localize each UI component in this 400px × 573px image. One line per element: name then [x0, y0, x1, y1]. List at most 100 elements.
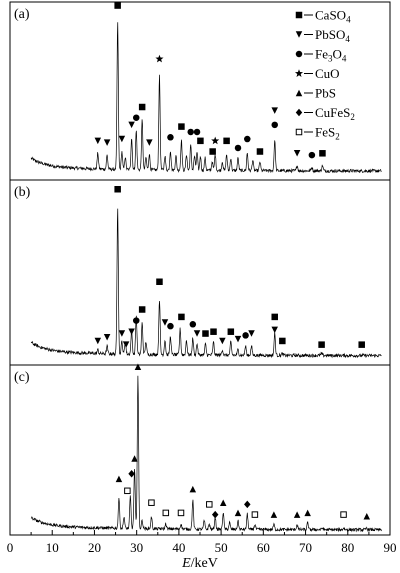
spectrum-line-2 [30, 375, 382, 533]
peak-marker [103, 139, 111, 146]
peak-marker [279, 337, 286, 345]
peak-marker [244, 500, 251, 509]
x-tick-label: 50 [215, 540, 228, 555]
peak-marker [114, 2, 121, 9]
peak-marker [271, 121, 278, 129]
legend-symbol [295, 108, 303, 117]
peak-marker [167, 134, 174, 141]
peak-marker [234, 509, 242, 517]
x-axis-label: E/keV [181, 556, 218, 571]
peak-marker [256, 148, 264, 155]
spectrum-line-1 [30, 208, 382, 359]
peak-marker [242, 332, 249, 339]
peak-marker [363, 513, 371, 520]
x-tick-label: 40 [172, 540, 185, 555]
legend-symbol [295, 31, 303, 38]
panel-frame-2 [9, 364, 391, 536]
peak-marker [155, 54, 164, 63]
peak-marker [177, 509, 185, 517]
peak-marker [197, 137, 204, 145]
legend-symbol [295, 50, 303, 58]
peak-marker [156, 278, 163, 285]
peak-marker [193, 330, 201, 337]
legend-entry: PbS [304, 86, 336, 101]
peak-marker [189, 485, 197, 493]
legend-label: CaSO4 [315, 8, 351, 25]
peak-marker [358, 341, 365, 348]
peak-marker [206, 501, 213, 508]
peak-marker [234, 144, 242, 152]
panel-label: (c) [14, 370, 30, 385]
peak-marker [318, 341, 325, 348]
peak-marker [94, 337, 102, 345]
spectrum-line-0 [30, 22, 382, 174]
peak-marker [251, 511, 259, 518]
peak-marker [308, 151, 316, 159]
x-tick-label: 70 [299, 540, 312, 555]
x-tick-label: 10 [46, 540, 59, 555]
peak-marker [219, 499, 227, 506]
peak-marker [118, 135, 126, 143]
x-tick-label: 20 [88, 540, 101, 555]
panel-label: (a) [14, 7, 30, 22]
peak-marker [178, 313, 185, 321]
peak-marker [162, 509, 170, 517]
peak-marker [209, 148, 216, 155]
panel-label: (b) [14, 185, 31, 200]
legend-label: CuFeS2 [315, 105, 355, 122]
peak-marker [244, 135, 251, 143]
peak-marker [146, 139, 153, 146]
legend-symbol [295, 128, 303, 136]
legend-label: PbSO4 [315, 27, 350, 44]
peak-marker [161, 319, 169, 326]
peak-marker [132, 317, 140, 324]
peak-marker [193, 128, 201, 136]
legend-entry: CaSO4 [304, 8, 351, 25]
x-tick-label: 60 [257, 540, 270, 555]
x-tick-label: 30 [130, 540, 143, 555]
peak-marker [189, 321, 197, 328]
peak-marker [138, 103, 146, 111]
peak-marker [132, 114, 140, 121]
legend-label: FeS2 [315, 125, 340, 142]
peak-marker [134, 363, 142, 370]
peak-marker [293, 511, 301, 518]
peak-marker [167, 322, 174, 330]
peak-marker [148, 499, 155, 506]
peak-marker [319, 150, 326, 157]
peak-marker [118, 330, 126, 337]
peak-marker [103, 334, 111, 341]
peak-marker [178, 123, 185, 130]
peak-marker [234, 335, 242, 343]
legend-symbol [294, 69, 304, 77]
peak-marker [128, 328, 135, 335]
peak-marker [219, 337, 226, 345]
legend-entry: CuO [304, 66, 340, 81]
legend-entry: CuFeS2 [304, 105, 355, 122]
peak-marker [270, 511, 278, 518]
peak-marker [124, 487, 131, 495]
peak-marker [122, 341, 130, 348]
legend-label: PbS [315, 86, 336, 101]
panel-frame-1 [9, 179, 391, 366]
peak-marker [138, 306, 146, 313]
peak-marker [187, 128, 194, 136]
peak-marker [340, 511, 347, 518]
peak-marker [271, 313, 278, 321]
peak-marker [223, 137, 230, 145]
x-tick-label: 80 [341, 540, 354, 555]
peak-marker [210, 328, 217, 335]
legend-symbol [295, 89, 303, 97]
peak-marker [202, 330, 209, 337]
legend-entry: Fe3O4 [304, 47, 347, 64]
peak-marker [227, 328, 235, 335]
legend-entry: FeS2 [304, 125, 340, 142]
peak-marker [211, 510, 219, 519]
peak-marker [128, 470, 135, 478]
peak-marker [115, 475, 123, 483]
peak-marker [114, 186, 121, 193]
peak-marker [94, 137, 102, 145]
peak-marker [293, 150, 301, 157]
peak-marker [304, 509, 311, 517]
legend-symbol [295, 11, 303, 19]
